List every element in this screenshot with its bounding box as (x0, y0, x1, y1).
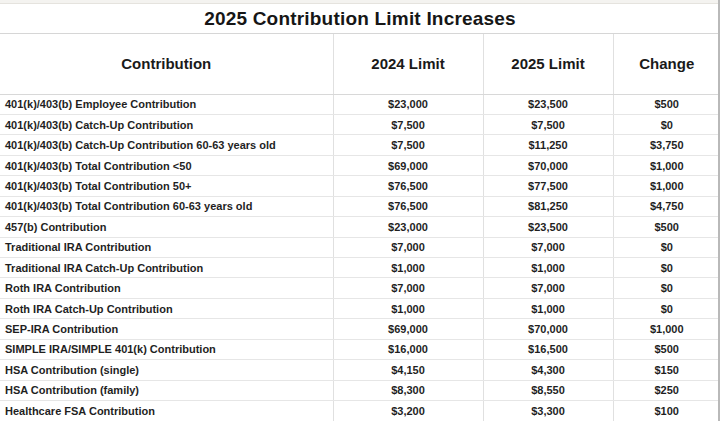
table-row: HSA Contribution (single) $4,150 $4,300 … (0, 360, 720, 380)
table-row: 401(k)/403(b) Total Contribution 50+ $76… (0, 176, 720, 196)
limit-2024-value: $1,000 (333, 258, 483, 278)
row-label: 401(k)/403(b) Catch-Up Contribution (0, 114, 333, 134)
header-row: Contribution 2024 Limit 2025 Limit Chang… (0, 34, 720, 94)
limit-2024-value: $8,300 (333, 380, 483, 400)
table-row: HSA Contribution (family) $8,300 $8,550 … (0, 380, 720, 400)
row-label: Traditional IRA Catch-Up Contribution (0, 258, 333, 278)
change-value: $0 (613, 237, 720, 257)
row-label: 401(k)/403(b) Total Contribution 50+ (0, 176, 333, 196)
limit-2025-value: $7,000 (483, 237, 613, 257)
change-value: $250 (613, 380, 720, 400)
limit-2024-value: $7,500 (333, 114, 483, 134)
limit-2025-value: $1,000 (483, 258, 613, 278)
limit-2025-value: $23,500 (483, 217, 613, 237)
contribution-limits-sheet: 2025 Contribution Limit Increases Contri… (0, 0, 720, 421)
change-value: $3,750 (613, 135, 720, 155)
limit-2024-value: $7,000 (333, 237, 483, 257)
limit-2024-value: $23,000 (333, 217, 483, 237)
table-row: 401(k)/403(b) Total Contribution <50 $69… (0, 155, 720, 175)
table-row: SEP-IRA Contribution $69,000 $70,000 $1,… (0, 319, 720, 339)
limit-2024-value: $7,000 (333, 278, 483, 298)
table-row: 401(k)/403(b) Employee Contribution $23,… (0, 94, 720, 114)
limit-2024-value: $23,000 (333, 94, 483, 114)
limit-2024-value: $76,500 (333, 196, 483, 216)
change-value: $0 (613, 298, 720, 318)
change-value: $0 (613, 278, 720, 298)
table-row: Traditional IRA Catch-Up Contribution $1… (0, 258, 720, 278)
table-row: 401(k)/403(b) Total Contribution 60-63 y… (0, 196, 720, 216)
table-row: Roth IRA Catch-Up Contribution $1,000 $1… (0, 298, 720, 318)
table-row: Healthcare FSA Contribution $3,200 $3,30… (0, 401, 720, 421)
row-label: 401(k)/403(b) Total Contribution 60-63 y… (0, 196, 333, 216)
limit-2024-value: $3,200 (333, 401, 483, 421)
row-label: Roth IRA Catch-Up Contribution (0, 298, 333, 318)
limit-2025-value: $3,300 (483, 401, 613, 421)
limit-2024-value: $1,000 (333, 298, 483, 318)
column-header-2024-limit: 2024 Limit (333, 34, 483, 94)
column-header-change: Change (613, 34, 720, 94)
row-label: Healthcare FSA Contribution (0, 401, 333, 421)
limit-2025-value: $4,300 (483, 360, 613, 380)
row-label: 401(k)/403(b) Total Contribution <50 (0, 155, 333, 175)
row-label: 401(k)/403(b) Catch-Up Contribution 60-6… (0, 135, 333, 155)
change-value: $1,000 (613, 155, 720, 175)
column-header-contribution: Contribution (0, 34, 333, 94)
change-value: $1,000 (613, 176, 720, 196)
table-row: Traditional IRA Contribution $7,000 $7,0… (0, 237, 720, 257)
limit-2024-value: $69,000 (333, 155, 483, 175)
row-label: 401(k)/403(b) Employee Contribution (0, 94, 333, 114)
column-header-2025-limit: 2025 Limit (483, 34, 613, 94)
change-value: $4,750 (613, 196, 720, 216)
limit-2025-value: $16,500 (483, 339, 613, 359)
limit-2025-value: $70,000 (483, 319, 613, 339)
limit-2024-value: $16,000 (333, 339, 483, 359)
table-body: 401(k)/403(b) Employee Contribution $23,… (0, 94, 720, 421)
row-label: HSA Contribution (single) (0, 360, 333, 380)
limit-2024-value: $69,000 (333, 319, 483, 339)
row-label: 457(b) Contribution (0, 217, 333, 237)
row-label: SIMPLE IRA/SIMPLE 401(k) Contribution (0, 339, 333, 359)
limit-2025-value: $7,000 (483, 278, 613, 298)
limit-2024-value: $76,500 (333, 176, 483, 196)
limit-2025-value: $7,500 (483, 114, 613, 134)
limit-2025-value: $11,250 (483, 135, 613, 155)
change-value: $0 (613, 258, 720, 278)
change-value: $500 (613, 339, 720, 359)
table-row: Roth IRA Contribution $7,000 $7,000 $0 (0, 278, 720, 298)
table-row: 401(k)/403(b) Catch-Up Contribution 60-6… (0, 135, 720, 155)
change-value: $100 (613, 401, 720, 421)
row-label: Traditional IRA Contribution (0, 237, 333, 257)
change-value: $150 (613, 360, 720, 380)
change-value: $500 (613, 94, 720, 114)
change-value: $1,000 (613, 319, 720, 339)
limit-2025-value: $23,500 (483, 94, 613, 114)
limit-2025-value: $8,550 (483, 380, 613, 400)
table-row: SIMPLE IRA/SIMPLE 401(k) Contribution $1… (0, 339, 720, 359)
row-label: HSA Contribution (family) (0, 380, 333, 400)
change-value: $0 (613, 114, 720, 134)
limit-2024-value: $4,150 (333, 360, 483, 380)
limit-2025-value: $1,000 (483, 298, 613, 318)
row-label: SEP-IRA Contribution (0, 319, 333, 339)
contribution-limits-table: Contribution 2024 Limit 2025 Limit Chang… (0, 34, 720, 421)
limit-2025-value: $77,500 (483, 176, 613, 196)
table-row: 401(k)/403(b) Catch-Up Contribution $7,5… (0, 114, 720, 134)
limit-2025-value: $70,000 (483, 155, 613, 175)
change-value: $500 (613, 217, 720, 237)
limit-2024-value: $7,500 (333, 135, 483, 155)
limit-2025-value: $81,250 (483, 196, 613, 216)
table-row: 457(b) Contribution $23,000 $23,500 $500 (0, 217, 720, 237)
page-title: 2025 Contribution Limit Increases (0, 4, 720, 34)
row-label: Roth IRA Contribution (0, 278, 333, 298)
